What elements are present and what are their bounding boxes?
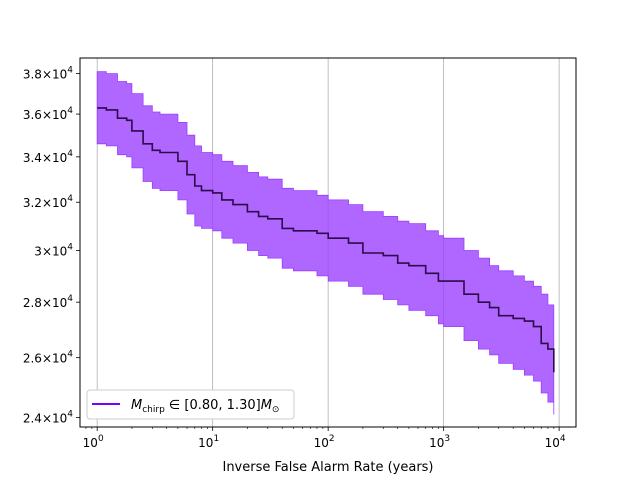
median-line bbox=[97, 107, 555, 373]
x-axis: 100 101 102 103 104 bbox=[83, 427, 566, 450]
y-tick-label: 3.4×104 bbox=[23, 149, 73, 165]
y-tick-label: 2.6×104 bbox=[23, 350, 73, 366]
x-tick-label: 100 bbox=[83, 434, 104, 450]
confidence-band bbox=[96, 71, 555, 415]
legend-box bbox=[86, 389, 295, 420]
x-tick-label: 104 bbox=[545, 434, 566, 450]
y-tick-label: 2.8×104 bbox=[23, 294, 73, 310]
x-tick-label: 101 bbox=[198, 434, 219, 450]
y-tick-label: 3.6×104 bbox=[23, 106, 73, 122]
legend-entry: Mchirp ∈ [0.80, 1.30]M⊙ bbox=[131, 398, 279, 415]
x-tick-label: 103 bbox=[429, 434, 450, 450]
x-tick-label: 102 bbox=[314, 434, 335, 450]
series-layer bbox=[96, 71, 555, 415]
legend: Mchirp ∈ [0.80, 1.30]M⊙ bbox=[86, 389, 295, 420]
y-tick-label: 3.2×104 bbox=[23, 194, 73, 210]
y-tick-label: 3×104 bbox=[34, 243, 73, 259]
y-tick-label: 2.4×104 bbox=[23, 410, 73, 426]
y-tick-label: 3.8×104 bbox=[23, 66, 73, 82]
x-axis-label: Inverse False Alarm Rate (years) bbox=[222, 460, 433, 475]
y-axis: 2.4×104 2.6×104 2.8×104 3×104 3.2×104 3.4×104… bbox=[23, 66, 80, 426]
